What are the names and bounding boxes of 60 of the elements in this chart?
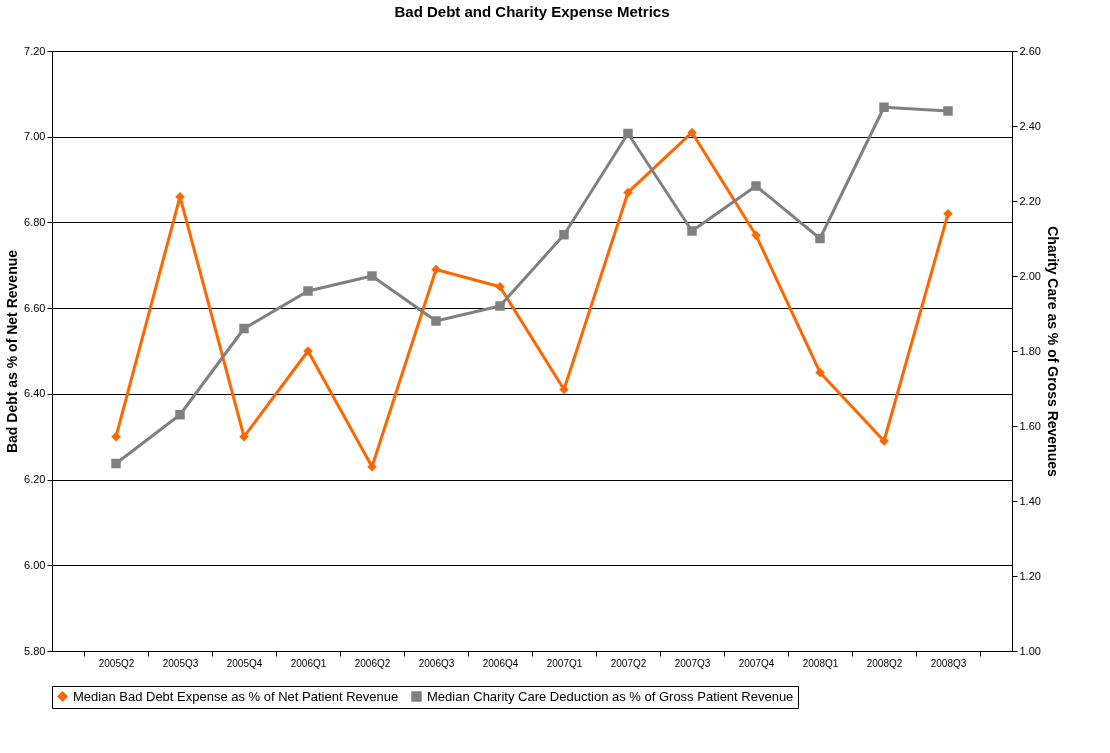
y-tick-label: 7.00 [24, 130, 46, 143]
point [367, 271, 377, 281]
y-tick-label: 6.00 [24, 558, 46, 571]
point [239, 323, 249, 334]
x-tick-label: 2007Q1 [546, 657, 583, 669]
point [367, 461, 377, 472]
point [111, 431, 121, 442]
point [495, 301, 505, 311]
point [687, 127, 697, 138]
y-tick-label: 6.80 [24, 215, 46, 228]
point [751, 230, 761, 241]
point [815, 367, 825, 378]
point [431, 264, 441, 275]
x-tick-label: 2008Q3 [930, 657, 967, 669]
point [943, 106, 953, 116]
y2-tick-label: 2.60 [1019, 44, 1041, 57]
y-tick-label: 6.60 [24, 301, 46, 314]
point [303, 286, 313, 296]
point [623, 187, 633, 198]
y2-axis-title: Charity Care as % of Gross Revenues [1044, 226, 1061, 477]
x-tick-label: 2005Q2 [98, 657, 135, 669]
y2-tick-label: 2.00 [1019, 269, 1041, 282]
x-tick-label: 2008Q2 [866, 657, 903, 669]
point [815, 233, 825, 244]
x-tick-label: 2008Q1 [802, 657, 839, 669]
point [879, 102, 889, 112]
x-tick-label: 2006Q4 [482, 657, 519, 669]
chart-title: Bad Debt and Charity Expense Metrics [394, 3, 670, 20]
point [751, 181, 761, 191]
legend-label: Median Charity Care Deduction as % of Gross Patient Revenue [427, 688, 794, 704]
point [623, 128, 633, 139]
legend-label: Median Bad Debt Expense as % of Net Patient Revenue [73, 688, 399, 704]
y2-tick-label: 1.20 [1019, 569, 1041, 582]
x-tick-label: 2006Q3 [418, 657, 455, 669]
y2-tick-label: 1.60 [1019, 419, 1041, 432]
y2-tick-label: 1.80 [1019, 344, 1041, 357]
x-tick-label: 2007Q4 [738, 657, 775, 669]
y-tick-label: 6.40 [24, 387, 46, 400]
x-tick-label: 2005Q3 [162, 657, 199, 669]
point [687, 226, 697, 236]
point [431, 316, 441, 326]
point [559, 230, 569, 240]
x-tick-label: 2007Q2 [610, 657, 647, 669]
x-tick-label: 2006Q1 [290, 657, 327, 669]
y-tick-label: 7.20 [24, 44, 46, 57]
y-tick-label: 6.20 [24, 473, 46, 486]
point [495, 281, 505, 292]
x-tick-label: 2006Q2 [354, 657, 391, 669]
y-tick-label: 5.80 [24, 644, 46, 657]
y2-tick-label: 2.20 [1019, 194, 1041, 207]
y2-tick-label: 1.40 [1019, 494, 1041, 507]
y-axis-title: Bad Debt as % of Net Revenue [4, 249, 21, 454]
x-tick-label: 2007Q3 [674, 657, 711, 669]
x-tick-label: 2005Q4 [226, 657, 263, 669]
point [559, 384, 569, 395]
y2-tick-label: 1.00 [1019, 644, 1041, 657]
point [239, 431, 249, 442]
point [111, 458, 121, 469]
y2-tick-label: 2.40 [1019, 119, 1041, 132]
point [175, 410, 185, 420]
